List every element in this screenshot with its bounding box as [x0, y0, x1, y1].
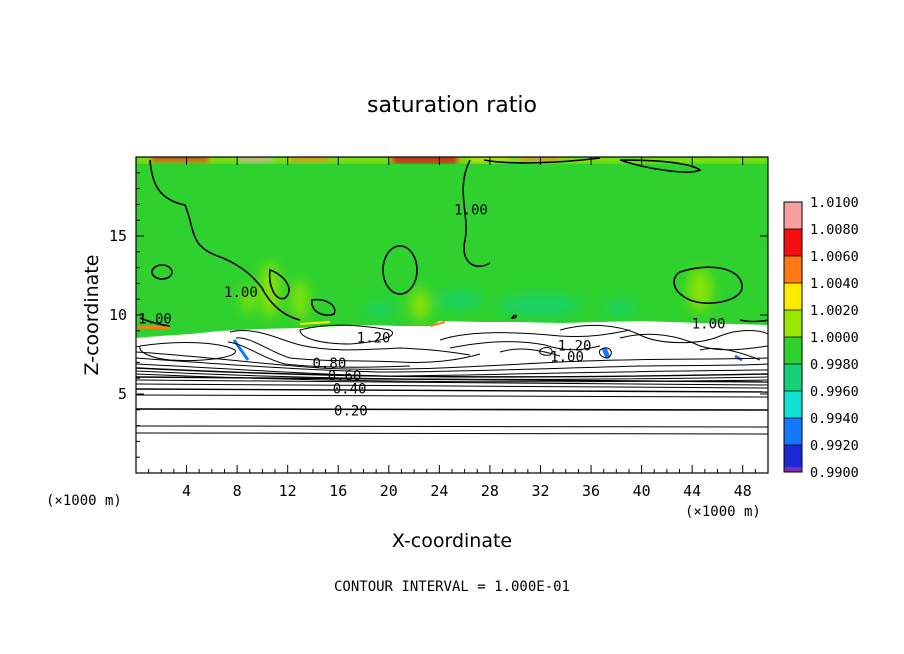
plot-area: 1.001.001.00 1.001.20 1.201.000.800.600.40…	[136, 157, 768, 473]
y-tick-label: 15	[109, 227, 127, 245]
contour-label: 1.00	[550, 350, 584, 366]
contour-label: 0.80	[313, 356, 347, 372]
x-tick-label: 16	[329, 482, 347, 500]
colorbar-swatch	[784, 445, 802, 472]
colorbar-swatch	[784, 337, 802, 364]
contour-interval-note: CONTOUR INTERVAL = 1.000E-01	[334, 579, 570, 595]
colorbar-label: 1.0040	[810, 276, 859, 292]
colorbar-label: 1.0080	[810, 222, 859, 238]
colorbar-label: 1.0020	[810, 303, 859, 319]
contour-label: 1.00	[224, 285, 258, 301]
y-axis-label: Z-coordinate	[81, 255, 103, 376]
colorbar: 1.0100 1.0080 1.0060 1.0040 1.0020 1.0000 0.99…	[783, 195, 859, 481]
saturation-field-upper	[136, 157, 768, 338]
x-unit-left: (×1000 m)	[46, 493, 122, 509]
colorbar-label: 1.0000	[810, 330, 859, 346]
colorbar-swatch	[784, 283, 802, 310]
colorbar-swatch-bottom	[784, 467, 802, 472]
colorbar-label: 0.9960	[810, 384, 859, 400]
contour-label: 1.20	[357, 331, 391, 347]
x-tick-label: 40	[633, 482, 651, 500]
contour-label: 1.00	[454, 203, 488, 219]
contour-label: 1.20	[558, 339, 592, 355]
x-tick-label: 44	[683, 482, 701, 500]
contour-labels: 1.001.001.00 1.001.20 1.201.000.800.600.40…	[138, 203, 726, 420]
contour-label: 1.00	[138, 312, 172, 328]
x-tick-label: 36	[582, 482, 600, 500]
chart-title: saturation ratio	[367, 93, 537, 118]
colorbar-swatch	[784, 418, 802, 445]
x-tick-label: 48	[734, 482, 752, 500]
x-tick-label: 24	[430, 482, 448, 500]
x-axis-label: X-coordinate	[392, 530, 512, 552]
y-tick-label: 5	[118, 385, 127, 403]
colorbar-label: 0.9940	[810, 411, 859, 427]
x-tick-label: 4	[182, 482, 191, 500]
colorbar-label: 0.9900	[810, 465, 859, 481]
field-texture	[242, 262, 712, 321]
colorbar-swatch	[784, 364, 802, 391]
colorbar-swatch	[784, 229, 802, 256]
colorbar-label: 1.0060	[810, 249, 859, 265]
colorbar-label: 0.9980	[810, 357, 859, 373]
x-tick-label: 12	[279, 482, 297, 500]
colorbar-swatch	[784, 391, 802, 418]
x-axis: 4 8 12 16 20 24 28 32 36 40 44 48	[148, 157, 756, 500]
colorbar-swatch	[784, 202, 802, 229]
x-tick-label: 28	[481, 482, 499, 500]
contour-label: 0.20	[334, 403, 368, 419]
colorbar-label: 1.0100	[810, 195, 859, 211]
y-axis: 5 10 15	[109, 172, 768, 458]
contour-lines	[136, 157, 768, 435]
contour-label: 0.40	[333, 381, 367, 397]
colorbar-label: 0.9920	[810, 438, 859, 454]
contour-label: 1.00	[692, 316, 726, 332]
contour-label: 0.60	[328, 369, 362, 385]
x-tick-label: 20	[380, 482, 398, 500]
x-tick-label: 8	[233, 482, 242, 500]
y-tick-label: 10	[109, 306, 127, 324]
colorbar-swatch	[784, 256, 802, 283]
colorbar-swatch	[784, 310, 802, 337]
x-unit-right: (×1000 m)	[685, 504, 761, 520]
cloud-top-edge	[137, 321, 743, 362]
x-tick-label: 32	[531, 482, 549, 500]
